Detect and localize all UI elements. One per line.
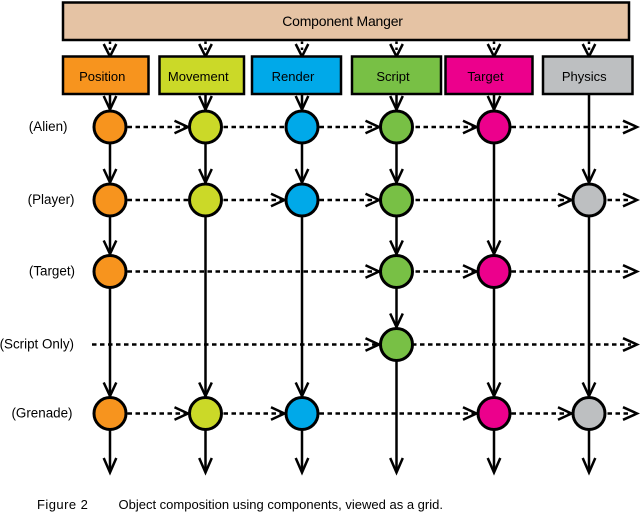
svg-text:Object composition using compo: Object composition using components, vie… — [119, 497, 443, 512]
svg-text:Script: Script — [376, 69, 410, 84]
svg-text:Movement: Movement — [168, 69, 229, 84]
svg-text:(Alien): (Alien) — [29, 119, 68, 134]
svg-text:Figure 2: Figure 2 — [37, 497, 88, 512]
svg-text:(Target): (Target) — [29, 263, 75, 278]
svg-text:Render: Render — [272, 69, 315, 84]
svg-text:Position: Position — [79, 69, 125, 84]
svg-text:(Player): (Player) — [28, 192, 75, 207]
svg-text:(Grenade): (Grenade) — [11, 405, 72, 420]
svg-text:(Script Only): (Script Only) — [0, 336, 74, 351]
svg-text:Component Manger: Component Manger — [282, 13, 403, 29]
svg-text:Physics: Physics — [562, 69, 607, 84]
svg-text:Target: Target — [467, 69, 504, 84]
